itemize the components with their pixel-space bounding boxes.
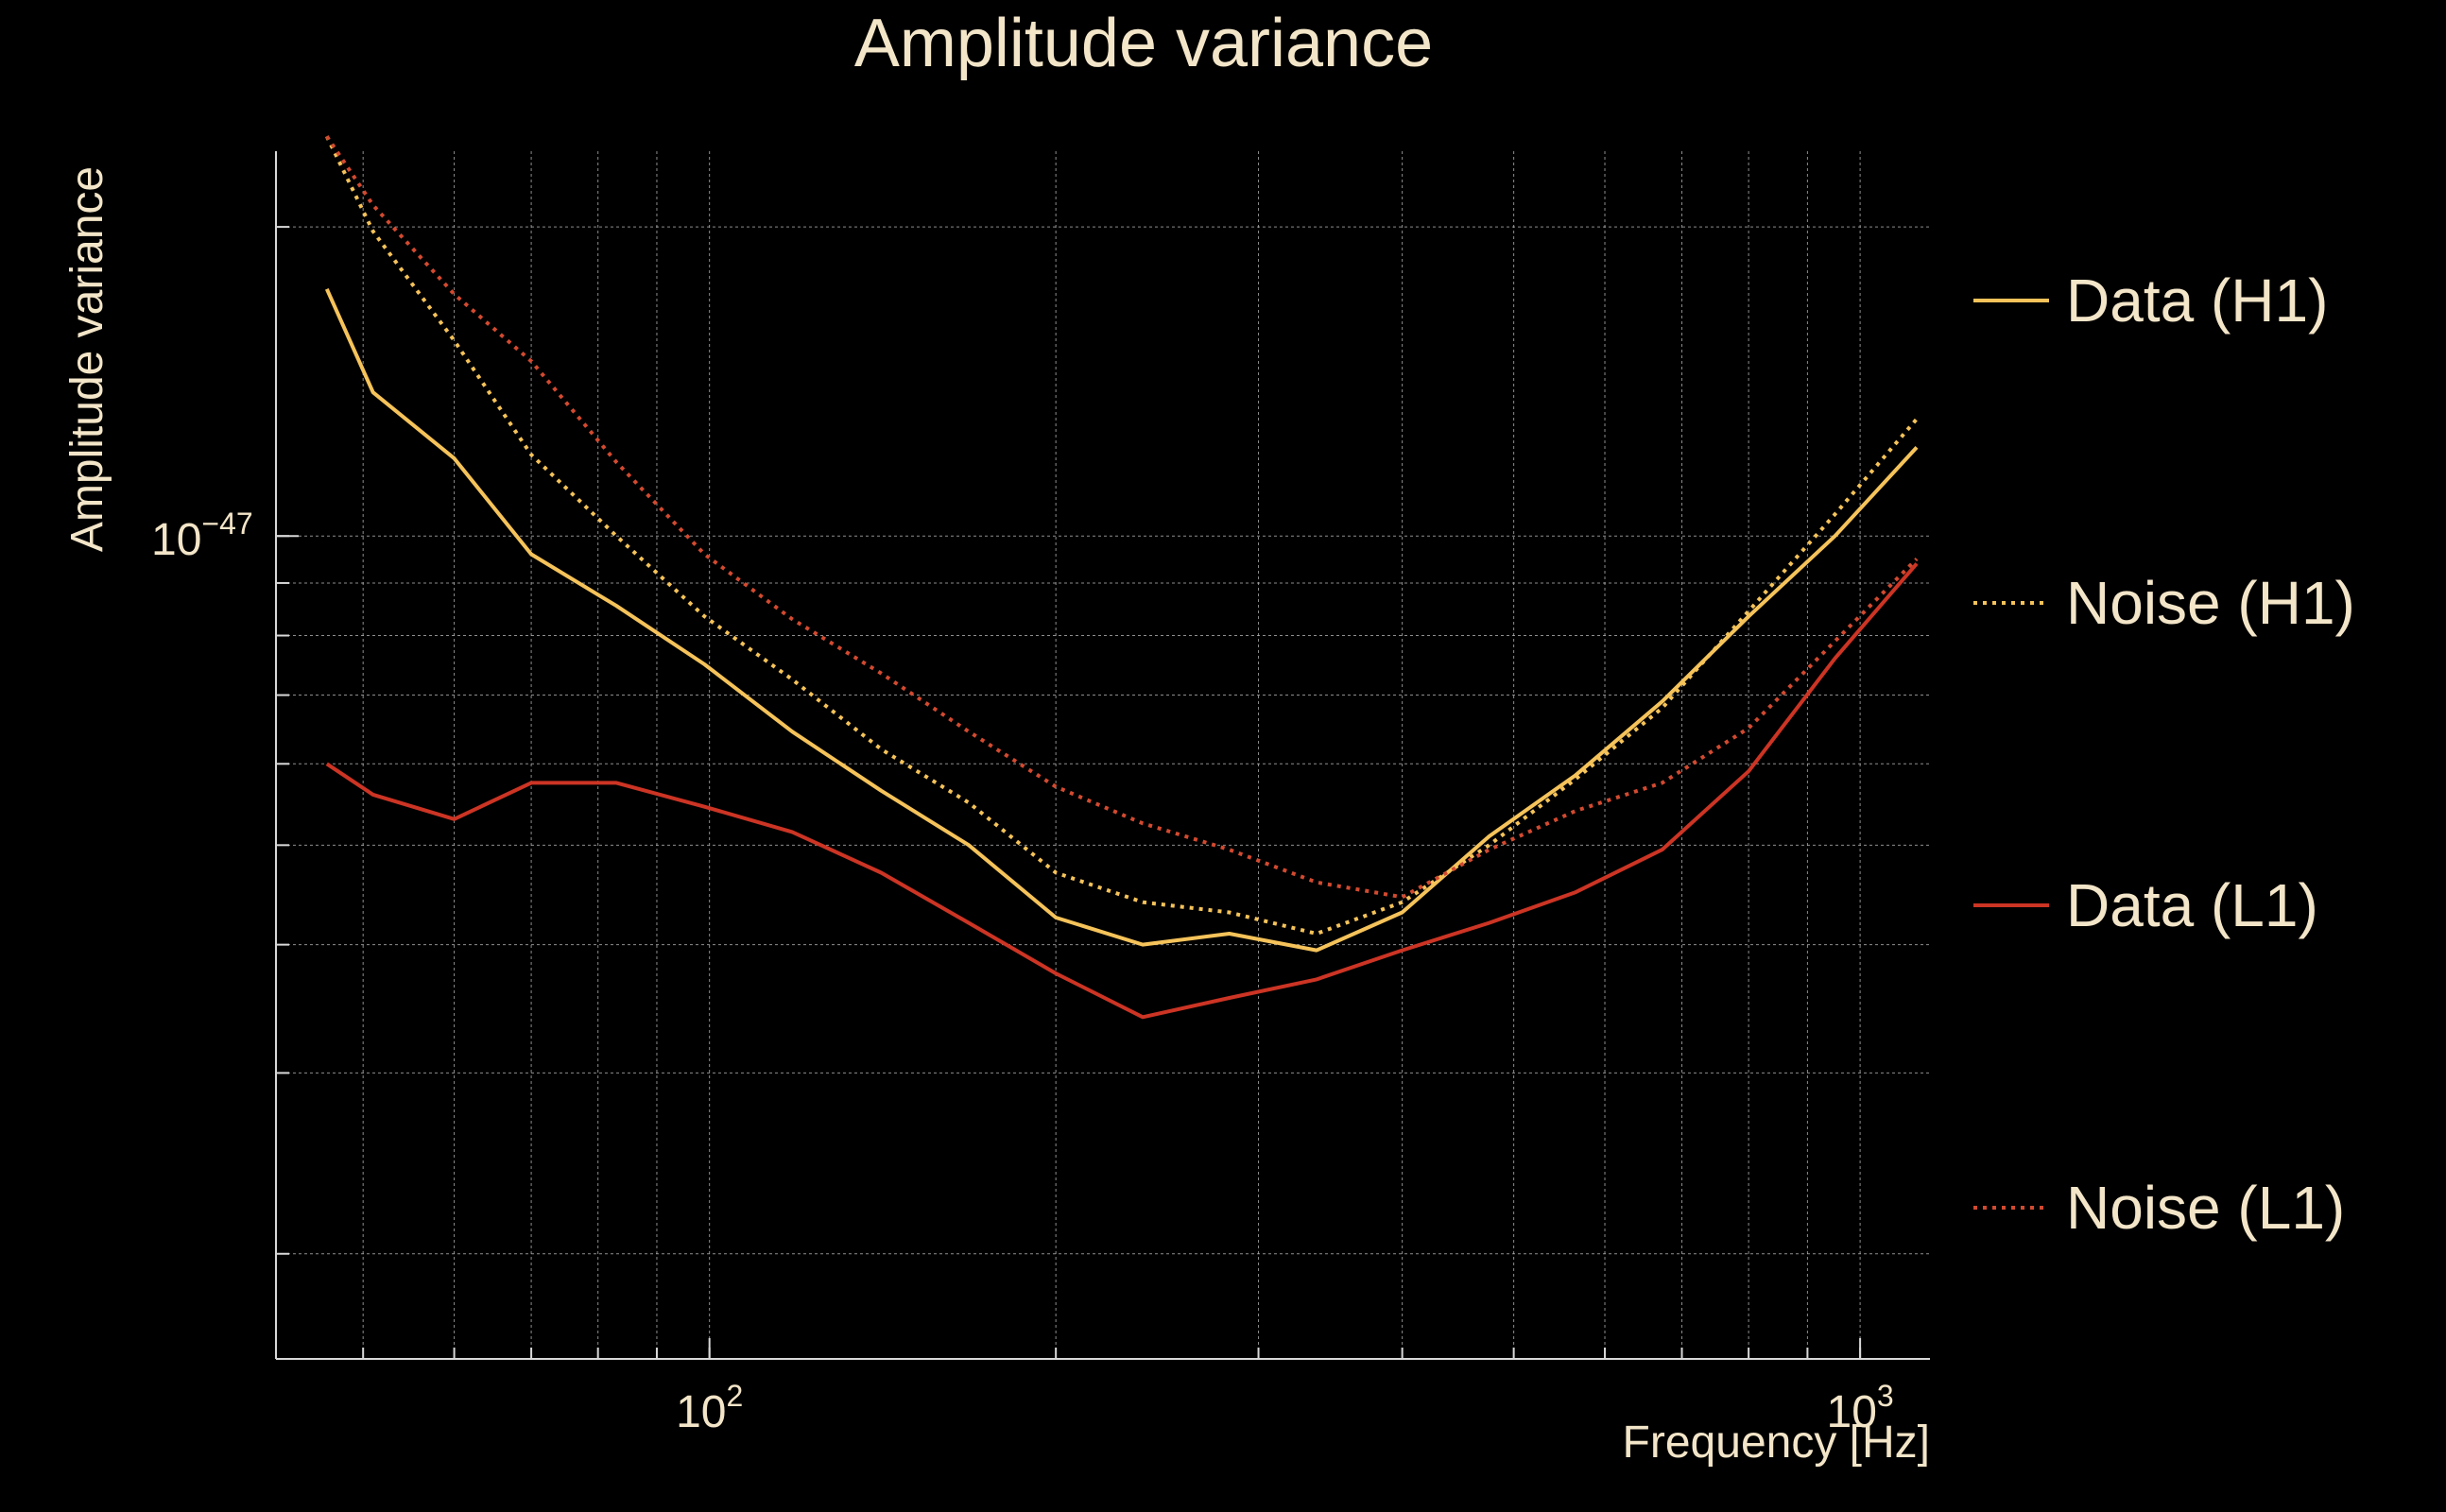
chart-title: Amplitude variance [854, 6, 1433, 81]
legend-label: Noise (L1) [2066, 1174, 2345, 1242]
legend-label: Data (H1) [2066, 266, 2328, 335]
axes [275, 151, 1930, 1360]
grid [276, 151, 1930, 1359]
series-layer [324, 135, 1919, 1020]
legend-label: Data (L1) [2066, 871, 2318, 939]
x-axis-label: Frequency [Hz] [1623, 1418, 1930, 1468]
x-tick-label: 103 [1827, 1379, 1894, 1437]
legend: Data (H1) Noise (H1) Data (L1) Noise (L1) [1973, 266, 2355, 1242]
x-tick-label: 102 [676, 1379, 743, 1437]
series-line-data-l1 [325, 562, 1919, 1020]
legend-label: Noise (H1) [2066, 569, 2355, 637]
y-tick-label: 10−47 [151, 507, 253, 565]
y-axis-label: Amplitude variance [62, 166, 112, 552]
tick-labels: 102 103 10−47 [151, 507, 1894, 1437]
series-line-data-h1 [324, 287, 1919, 953]
series-line-noise-l1 [325, 135, 1919, 900]
series-line-noise-h1 [325, 135, 1919, 936]
